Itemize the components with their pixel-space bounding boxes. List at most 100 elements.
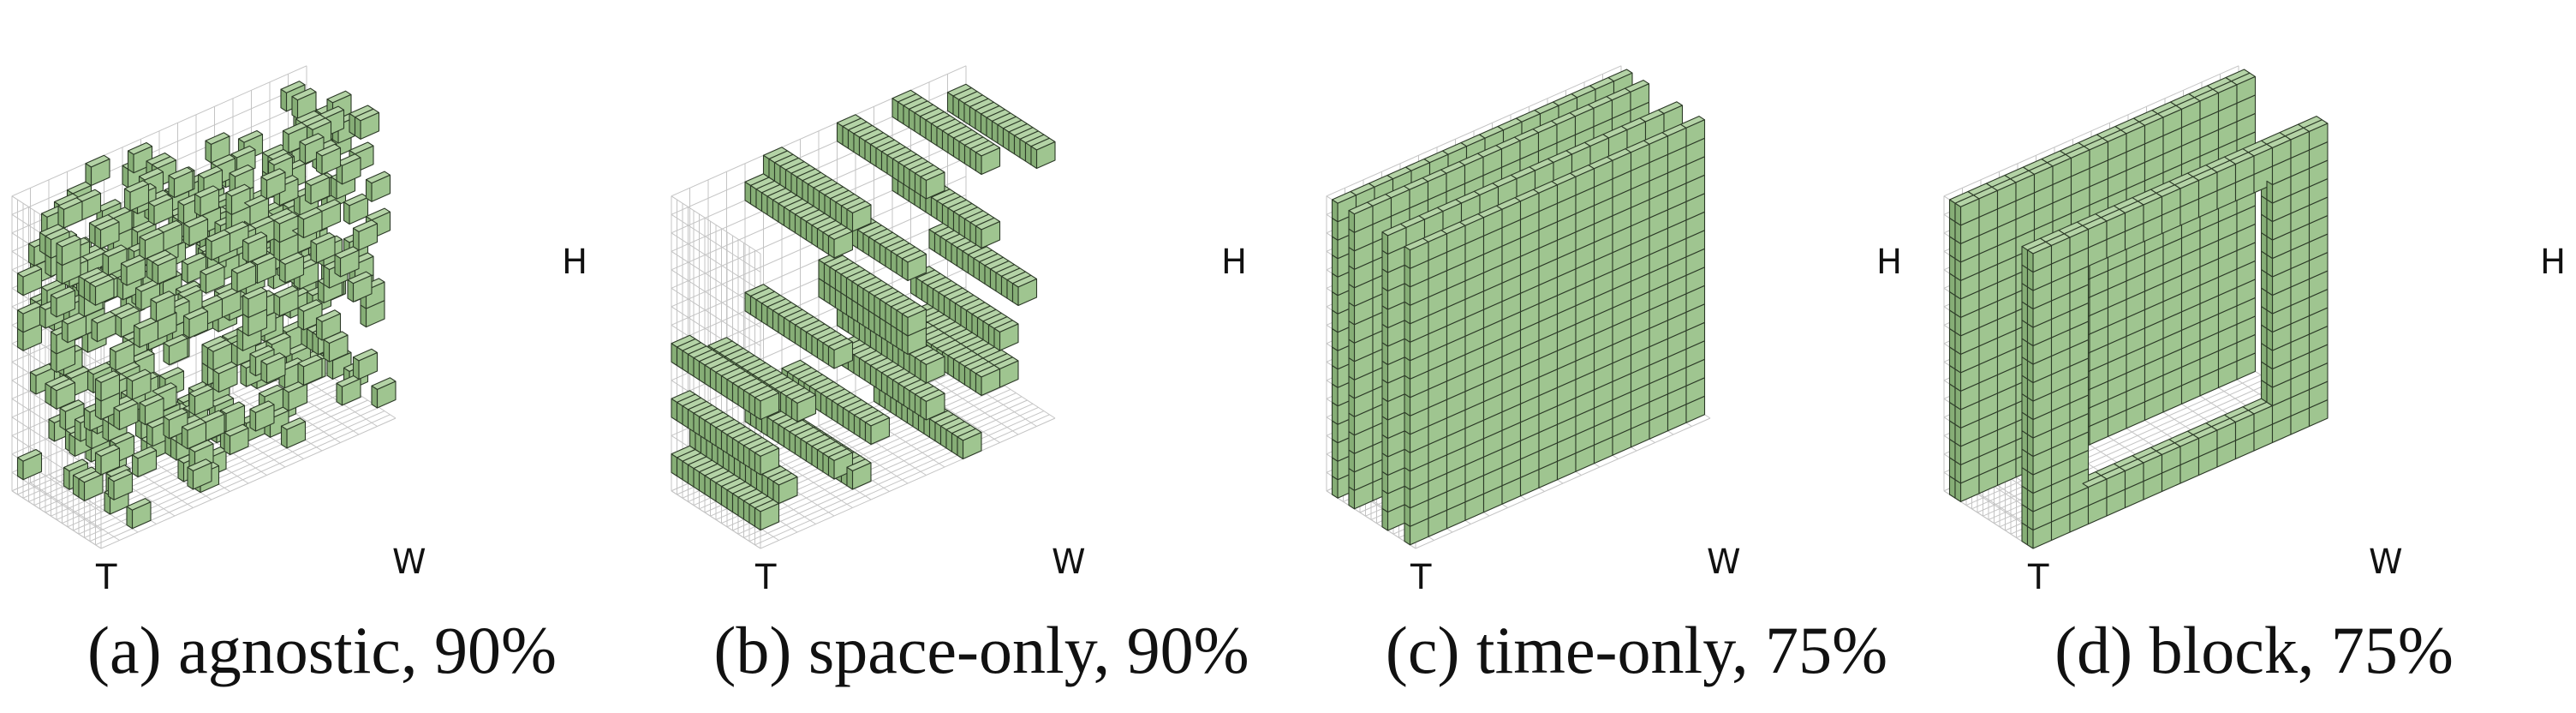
voxel-side	[869, 143, 877, 167]
voxel-side	[785, 395, 793, 419]
voxel-side	[800, 327, 808, 351]
voxel-side	[273, 293, 281, 317]
voxel-side	[146, 257, 153, 281]
voxel-side	[836, 122, 844, 146]
voxel-side	[224, 432, 231, 456]
voxel-side	[693, 468, 701, 491]
masked-voxels	[671, 83, 1056, 531]
voxel-side	[818, 259, 826, 283]
voxel-side	[1954, 202, 1962, 226]
voxel-side	[897, 101, 904, 125]
voxel-side	[816, 449, 824, 473]
voxel-side	[928, 229, 936, 253]
voxel-side	[737, 386, 745, 410]
voxel-side	[113, 407, 121, 431]
voxel-side	[879, 298, 886, 322]
voxel-side	[778, 202, 785, 226]
voxel-side	[853, 133, 861, 157]
voxel-side	[957, 436, 964, 460]
voxel-side	[134, 287, 142, 311]
voxel-side	[334, 254, 342, 278]
voxel-side	[945, 428, 953, 452]
voxel-side	[930, 123, 938, 147]
voxel-side	[731, 493, 739, 517]
voxel-side	[790, 398, 798, 422]
voxel-side	[260, 360, 268, 384]
voxel-side	[840, 205, 848, 229]
voxel-side	[848, 410, 856, 434]
voxel-side	[2266, 180, 2274, 204]
voxel-side	[693, 357, 701, 380]
voxel-side	[995, 272, 1003, 296]
voxel-side	[794, 434, 802, 458]
voxel-side	[754, 507, 761, 531]
voxel-side	[365, 179, 373, 202]
voxel-side	[951, 243, 958, 267]
voxel-side	[278, 260, 286, 284]
voxel-front	[999, 360, 1019, 388]
voxel-side	[94, 378, 102, 402]
voxel-side	[693, 412, 701, 436]
voxel-side	[755, 189, 763, 212]
voxel-side	[784, 169, 792, 193]
voxel-side	[864, 422, 872, 446]
voxel-side	[941, 130, 949, 153]
voxel-side	[947, 207, 955, 231]
voxel-side	[671, 453, 678, 477]
voxel-side	[698, 416, 706, 440]
voxel-side	[834, 270, 842, 294]
voxel-side	[720, 486, 728, 509]
voxel-side	[205, 140, 212, 164]
voxel-side	[952, 211, 960, 235]
voxel-side	[986, 117, 993, 141]
voxel-side	[920, 176, 927, 200]
voxel-side	[720, 375, 728, 398]
voxel-side	[45, 235, 52, 259]
voxel-side	[212, 369, 220, 393]
voxel-side	[102, 418, 110, 442]
voxel-side	[772, 199, 779, 223]
voxel-side	[789, 321, 796, 345]
voxel-side	[78, 275, 86, 299]
voxel-side	[909, 390, 916, 414]
voxel-front	[2236, 75, 2257, 104]
masked-voxels	[1331, 69, 1706, 546]
voxel-side	[126, 377, 134, 400]
voxel-front	[1630, 83, 1650, 111]
voxel-side	[297, 307, 305, 331]
voxel-side	[27, 243, 35, 267]
voxel-side	[822, 342, 830, 366]
voxel-side	[1331, 199, 1339, 223]
voxel-side	[982, 321, 990, 345]
voxel-side	[868, 237, 875, 260]
voxel-side	[89, 283, 97, 306]
voxel-side	[909, 169, 916, 193]
voxel-side	[50, 331, 57, 355]
voxel-side	[846, 208, 854, 232]
voxel-side	[842, 125, 850, 149]
voxel-side	[947, 355, 955, 379]
voxel-side	[914, 112, 921, 135]
voxel-side	[925, 119, 933, 143]
voxel-side	[2021, 246, 2029, 269]
voxel-side	[671, 343, 678, 367]
voxel-side	[851, 280, 859, 304]
voxel-side	[827, 345, 835, 369]
voxel-side	[932, 288, 939, 312]
voxel-side	[352, 356, 360, 380]
voxel-side	[371, 385, 379, 409]
voxel-side	[952, 137, 960, 161]
voxel-side	[789, 210, 796, 234]
voxel-side	[989, 268, 997, 292]
voxel-side	[242, 295, 249, 319]
voxel-side	[748, 393, 756, 416]
voxel-side	[890, 250, 897, 274]
voxel-side	[133, 325, 140, 348]
voxel-side	[242, 239, 249, 263]
voxel-side	[39, 305, 46, 329]
axis-label-w: W	[1052, 542, 1086, 582]
voxel-side	[181, 426, 188, 450]
voxel-side	[726, 434, 734, 458]
voxel-side	[704, 475, 712, 499]
voxel-side	[115, 315, 122, 338]
